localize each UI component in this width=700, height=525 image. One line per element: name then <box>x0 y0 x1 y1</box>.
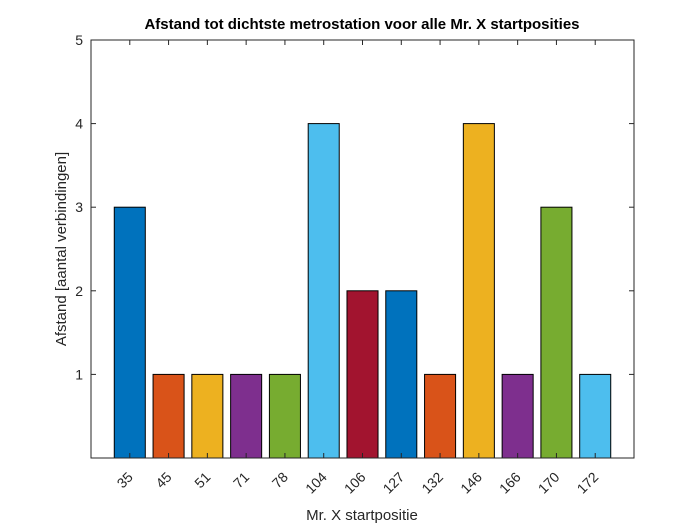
x-tick-label: 71 <box>230 469 252 491</box>
y-tick-label: 3 <box>75 199 83 215</box>
bar-146 <box>462 123 495 459</box>
bar-78 <box>268 373 301 459</box>
y-tick-label: 2 <box>75 283 83 299</box>
x-tick-label: 45 <box>152 469 174 491</box>
x-tick-label: 132 <box>418 469 446 497</box>
chart-title: Afstand tot dichtste metrostation voor a… <box>144 16 579 33</box>
x-tick-label: 127 <box>380 469 408 497</box>
bar-166 <box>501 373 534 459</box>
x-tick-label: 166 <box>496 469 524 497</box>
y-tick-label: 5 <box>75 32 83 48</box>
x-tick-label: 104 <box>302 469 330 497</box>
bar-170 <box>540 206 573 459</box>
bar-35 <box>113 206 146 459</box>
y-tick-label: 1 <box>75 366 83 382</box>
bar-71 <box>230 373 263 459</box>
x-tick-label: 35 <box>114 469 136 491</box>
x-tick-label: 146 <box>457 469 485 497</box>
y-tick-label: 4 <box>75 116 83 132</box>
bar-172 <box>579 373 612 459</box>
bar-127 <box>385 290 418 459</box>
x-tick-label: 106 <box>341 469 369 497</box>
bar-104 <box>307 123 340 459</box>
x-axis-label: Mr. X startpositie <box>306 507 418 524</box>
bar-106 <box>346 290 379 459</box>
x-tick-label: 170 <box>535 469 563 497</box>
bar-51 <box>191 373 224 459</box>
y-axis: 1 2 3 4 5 <box>75 32 634 382</box>
bars-layer <box>113 123 612 459</box>
x-tick-label: 78 <box>269 469 291 491</box>
bar-45 <box>152 373 185 459</box>
x-tick-label: 51 <box>191 469 213 491</box>
y-axis-label: Afstand [aantal verbindingen] <box>53 152 70 346</box>
bar-132 <box>424 373 457 459</box>
x-tick-label: 172 <box>574 469 602 497</box>
